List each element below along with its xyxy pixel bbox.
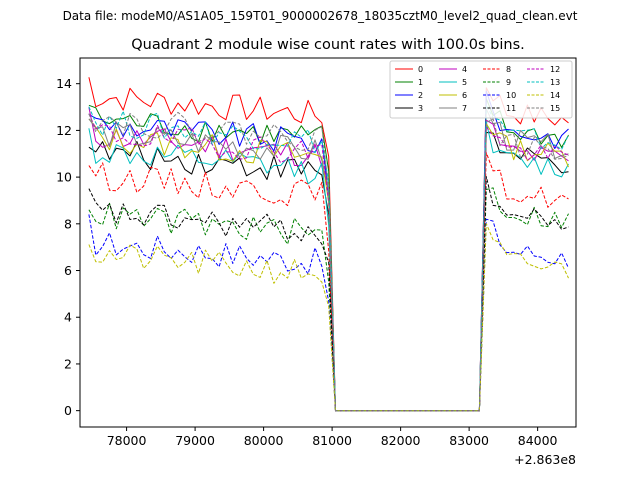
legend-label-8: 8 [506, 65, 511, 74]
series-line-5 [88, 121, 569, 412]
legend-label-5: 5 [462, 78, 467, 87]
legend-label-10: 10 [506, 91, 516, 100]
legend-label-0: 0 [418, 65, 423, 74]
series-line-13 [88, 104, 569, 412]
legend-label-15: 15 [550, 104, 560, 113]
plot-series [88, 77, 569, 412]
series-line-14 [88, 223, 569, 412]
y-axis: 0 2 4 6 8 10 12 14 [56, 76, 80, 418]
legend-label-7: 7 [462, 104, 467, 113]
legend-label-3: 3 [418, 104, 423, 113]
x-tick-label: 81000 [312, 433, 352, 448]
legend-label-4: 4 [462, 65, 467, 74]
legend-label-11: 11 [506, 104, 516, 113]
legend-label-12: 12 [550, 65, 560, 74]
y-tick-label: 4 [64, 310, 72, 325]
x-tick-label: 79000 [175, 433, 215, 448]
y-tick-label: 10 [56, 170, 72, 185]
legend-label-9: 9 [506, 78, 511, 87]
series-line-10 [88, 214, 569, 412]
y-tick-label: 2 [64, 356, 72, 371]
series-line-8 [88, 152, 569, 412]
x-tick-label: 78000 [107, 433, 147, 448]
plot-area-frame [79, 57, 577, 428]
series-line-15 [88, 111, 569, 412]
legend-label-2: 2 [418, 91, 423, 100]
series-line-11 [88, 176, 569, 412]
x-tick-label: 84000 [518, 433, 558, 448]
x-offset-label: +2.863e8 [514, 452, 576, 467]
x-tick-label: 82000 [381, 433, 421, 448]
y-tick-label: 6 [64, 263, 72, 278]
y-tick-label: 14 [56, 76, 72, 91]
x-tick-label: 80000 [244, 433, 284, 448]
legend-label-14: 14 [550, 91, 560, 100]
legend-label-13: 13 [550, 78, 560, 87]
y-tick-label: 8 [64, 216, 72, 231]
legend-label-1: 1 [418, 78, 423, 87]
legend-frame [389, 60, 573, 119]
x-axis: 78000 79000 80000 81000 82000 83000 84000 [107, 427, 558, 448]
series-line-9 [88, 187, 569, 412]
chart-title: Quadrant 2 module wise count rates with … [131, 37, 525, 53]
x-tick-label: 83000 [449, 433, 489, 448]
y-tick-label: 0 [64, 403, 72, 418]
legend-label-6: 6 [462, 91, 467, 100]
y-tick-label: 12 [56, 123, 72, 138]
figure-suptitle: Data file: modeM0/AS1A05_159T01_90000026… [63, 9, 578, 23]
